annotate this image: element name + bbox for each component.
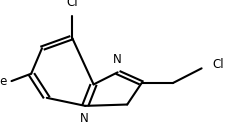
Text: N: N	[113, 53, 122, 66]
Text: Cl: Cl	[212, 58, 224, 72]
Text: Me: Me	[0, 75, 9, 88]
Text: Cl: Cl	[66, 0, 78, 9]
Text: N: N	[80, 112, 88, 125]
